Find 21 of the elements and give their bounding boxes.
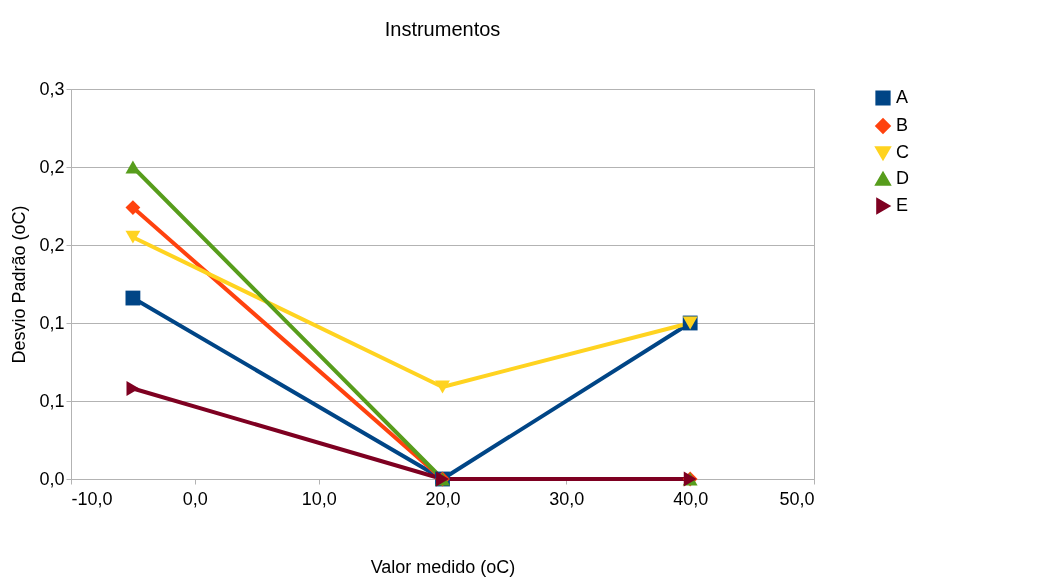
x-axis-title: Valor medido (oC) xyxy=(370,556,516,577)
x-tick-label: 0,0 xyxy=(182,488,208,509)
x-tick-label: 20,0 xyxy=(425,488,461,509)
y-tick-label: 0,0 xyxy=(39,468,65,489)
y-tick-label: 0,2 xyxy=(39,234,65,255)
legend-label: D xyxy=(896,168,909,188)
y-tick-label: 0,2 xyxy=(39,156,65,177)
x-tick-label: -10,0 xyxy=(71,488,113,509)
y-tick-label: 0,3 xyxy=(39,78,65,99)
x-tick-label: 40,0 xyxy=(673,488,709,509)
legend-label: E xyxy=(896,195,909,215)
legend-label: B xyxy=(896,115,909,135)
y-tick-label: 0,1 xyxy=(39,390,65,411)
chart-title: Instrumentos xyxy=(384,18,501,40)
x-tick-label: 30,0 xyxy=(549,488,585,509)
x-tick-label: 10,0 xyxy=(301,488,337,509)
y-axis-title: Desvio Padrão (oC) xyxy=(9,205,30,364)
x-tick-label: 50,0 xyxy=(779,488,815,509)
legend-label: C xyxy=(896,142,909,162)
legend-label: A xyxy=(896,87,909,107)
y-tick-label: 0,1 xyxy=(39,312,65,333)
